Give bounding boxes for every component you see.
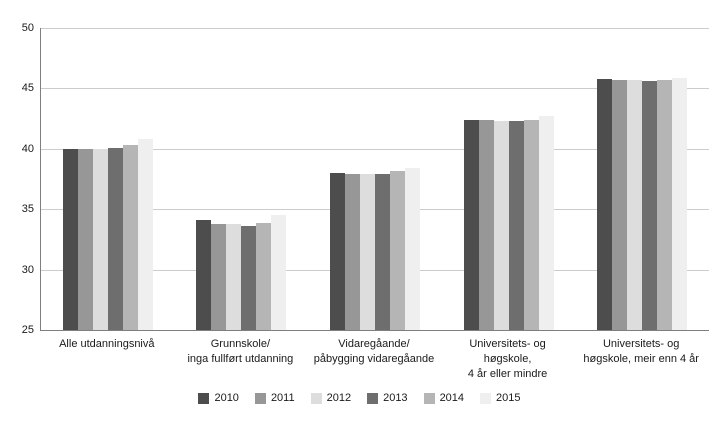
bar-2015-group-1: [137, 139, 153, 330]
bar-2011-group-4: [478, 119, 494, 330]
bar-2012-group-2: [226, 223, 242, 330]
bar-2015-group-4: [538, 116, 554, 330]
bar-group-3: [308, 28, 442, 330]
bar-2013-group-2: [241, 226, 257, 330]
bar-2014-group-5: [657, 79, 673, 330]
legend-item-2014: 2014: [423, 392, 465, 404]
legend-item-2010: 2010: [198, 392, 239, 404]
legend: 2010 2011 2012 2013 2014 2015: [0, 392, 719, 404]
bar-2014-group-2: [256, 222, 272, 330]
bar-group-1: [41, 28, 175, 330]
bar-2010-group-5: [597, 78, 613, 330]
bar-group-5: [575, 28, 709, 330]
x-category-label-5: Universitets- og høgskole, meir enn 4 år: [583, 338, 699, 365]
bar-2014-group-3: [389, 170, 405, 330]
gridline-40: [41, 148, 709, 150]
legend-swatch-2014: [423, 392, 435, 404]
bar-2011-group-5: [612, 79, 628, 330]
bar-2013-group-5: [642, 81, 658, 330]
y-tick-label-50: 50: [21, 22, 34, 34]
y-tick-label-40: 40: [21, 142, 34, 155]
legend-label-2013: 2013: [383, 392, 408, 404]
legend-swatch-2010: [198, 392, 210, 404]
bar-2013-group-3: [374, 174, 390, 330]
legend-item-2015: 2015: [480, 392, 521, 404]
y-tick-label-35: 35: [21, 203, 34, 216]
bar-2010-group-2: [196, 220, 212, 330]
bar-2011-group-1: [77, 148, 93, 330]
gridline-45: [41, 88, 709, 90]
bar-group-4: [442, 28, 576, 330]
bar-2012-group-1: [92, 148, 108, 330]
bar-2012-group-5: [627, 79, 643, 330]
legend-label-2012: 2012: [326, 392, 352, 404]
bar-2012-group-4: [493, 121, 509, 330]
y-tick-label-30: 30: [21, 263, 34, 276]
bar-2011-group-3: [344, 174, 360, 330]
legend-label-2011: 2011: [270, 392, 295, 404]
bar-2011-group-2: [211, 223, 227, 330]
y-tick-label-45: 45: [21, 82, 34, 95]
x-category-label-3: Vidaregåande/påbygging vidaregåande: [313, 338, 435, 365]
legend-swatch-2011: [254, 392, 266, 404]
bar-2012-group-3: [359, 174, 375, 330]
bar-2014-group-4: [523, 119, 539, 330]
x-category-label-1: Alle utdanningsnivå: [59, 338, 155, 350]
legend-item-2013: 2013: [367, 392, 408, 404]
bar-groups: [41, 28, 709, 330]
legend-item-2012: 2012: [310, 392, 352, 404]
bar-2013-group-4: [508, 121, 524, 330]
x-category-label-2: Grunnskole/inga fullført utdanning: [187, 338, 294, 365]
legend-label-2014: 2014: [439, 392, 465, 404]
x-category-label-4: Universitets- og høgskole, 4 år eller min…: [467, 338, 548, 380]
bar-2010-group-4: [463, 119, 479, 330]
legend-label-2015: 2015: [496, 392, 521, 404]
x-axis-labels: Alle utdanningsnivå Grunnskole/inga fullf…: [40, 337, 708, 382]
bar-2015-group-5: [672, 77, 688, 330]
legend-swatch-2013: [367, 392, 379, 404]
gridline-50: [41, 28, 709, 29]
legend-swatch-2015: [480, 392, 492, 404]
legend-label-2010: 2010: [214, 392, 239, 404]
bar-2015-group-2: [271, 215, 287, 330]
legend-swatch-2012: [310, 392, 322, 404]
bar-2015-group-3: [404, 168, 420, 330]
bar-2014-group-1: [122, 145, 138, 330]
bar-group-2: [175, 28, 309, 330]
bar-2010-group-1: [62, 148, 78, 330]
plot-area: [40, 28, 709, 331]
bar-2013-group-1: [107, 147, 123, 330]
bar-2010-group-3: [329, 172, 345, 330]
legend-item-2011: 2011: [254, 392, 295, 404]
y-tick-label-25: 25: [21, 324, 34, 336]
